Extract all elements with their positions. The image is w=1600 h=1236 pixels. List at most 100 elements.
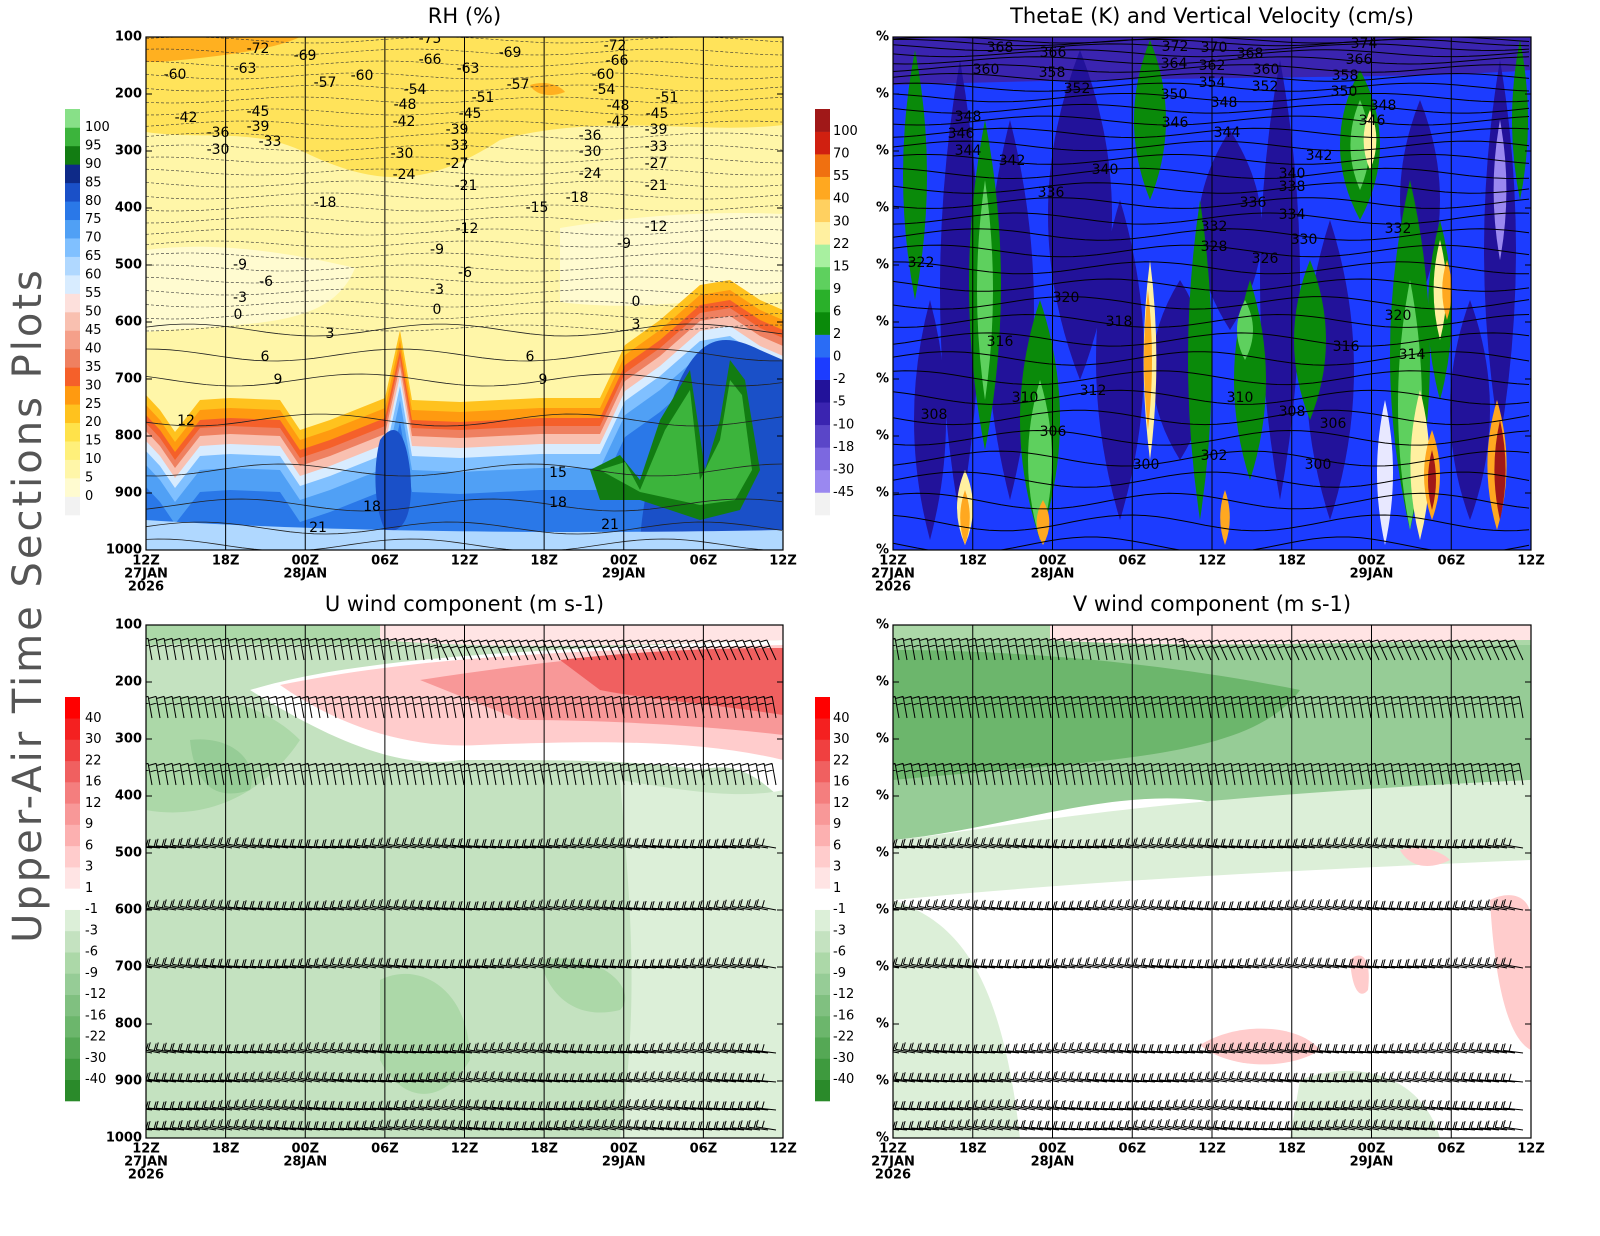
colorbar-label: 15 bbox=[833, 259, 850, 274]
contour-label: 364 bbox=[1161, 56, 1188, 72]
colorbar-swatch bbox=[815, 266, 830, 290]
contour-line bbox=[146, 240, 783, 248]
colorbar-label: 70 bbox=[833, 147, 850, 162]
contour-label: -39 bbox=[247, 119, 270, 135]
colorbar-label: 22 bbox=[85, 753, 102, 768]
contour-label: -54 bbox=[404, 82, 427, 98]
wind-barbs bbox=[146, 1042, 777, 1054]
x-tick-label: 12Z bbox=[769, 554, 797, 569]
contour-label: 320 bbox=[1385, 308, 1412, 324]
contour-line bbox=[893, 313, 1530, 328]
contour-line bbox=[893, 492, 1530, 510]
contour-line bbox=[893, 115, 1530, 126]
colorbar-swatch bbox=[65, 164, 80, 184]
colorbar-label: 9 bbox=[85, 817, 93, 832]
contour-label: -72 bbox=[247, 41, 270, 57]
field-area bbox=[1410, 390, 1430, 540]
panel-title: U wind component (m s-1) bbox=[325, 592, 604, 616]
colorbar-label: 12 bbox=[85, 796, 102, 811]
contour-line bbox=[893, 72, 1530, 82]
colorbar-swatch bbox=[815, 244, 830, 268]
contour-line bbox=[146, 108, 783, 116]
contour-label: -51 bbox=[472, 90, 495, 106]
colorbar-label: -6 bbox=[85, 945, 98, 960]
contour-label: 0 bbox=[433, 302, 442, 318]
contour-label: 308 bbox=[921, 407, 948, 423]
contour-label: -15 bbox=[526, 200, 549, 216]
contour-line bbox=[146, 264, 783, 272]
colorbar-label: 30 bbox=[833, 214, 850, 229]
contour-label: 360 bbox=[973, 62, 1000, 78]
field-area bbox=[1134, 40, 1166, 200]
contour-label: -51 bbox=[656, 90, 679, 106]
colorbar-swatch bbox=[65, 312, 80, 331]
x-date-label: 29JAN bbox=[602, 567, 646, 582]
contour-line bbox=[146, 156, 783, 164]
colorbar-label: -30 bbox=[85, 1051, 106, 1066]
y-tick-label: 700 bbox=[115, 960, 142, 975]
contour-label: 21 bbox=[309, 520, 327, 536]
colorbar-swatch bbox=[65, 760, 80, 783]
x-year-label: 2026 bbox=[128, 580, 164, 595]
colorbar-swatch bbox=[65, 697, 80, 719]
y-tick-label: 800 bbox=[115, 1017, 142, 1032]
colorbar-label: 1 bbox=[85, 881, 93, 896]
x-tick-label: 12Z bbox=[451, 1142, 479, 1157]
y-tick-label: 200 bbox=[115, 675, 142, 690]
colorbar-swatch bbox=[815, 379, 830, 403]
colorbar-label: -10 bbox=[833, 417, 854, 432]
contour-label: -75 bbox=[419, 31, 442, 47]
wind-barbs bbox=[146, 1119, 777, 1131]
y-tick-label: % bbox=[876, 315, 889, 330]
field-area bbox=[1198, 130, 1262, 330]
colorbar-label: -3 bbox=[833, 923, 846, 938]
contour-label: -3 bbox=[233, 290, 247, 306]
colorbar-label: 1 bbox=[833, 881, 841, 896]
field-area bbox=[375, 430, 411, 531]
contour-label: 18 bbox=[363, 499, 381, 515]
field-area bbox=[600, 380, 752, 505]
colorbar-swatch bbox=[65, 385, 80, 405]
colorbar-swatch bbox=[65, 1079, 80, 1102]
colorbar-label: 55 bbox=[833, 169, 850, 184]
colorbar-swatch bbox=[815, 760, 830, 783]
contour-line bbox=[893, 43, 1530, 52]
field-area bbox=[1512, 40, 1528, 200]
wind-barbs bbox=[893, 762, 1524, 786]
y-tick-label: % bbox=[876, 144, 889, 159]
contour-label: -42 bbox=[393, 114, 416, 130]
x-tick-label: 18Z bbox=[530, 554, 558, 569]
contour-line bbox=[893, 409, 1530, 426]
y-tick-label: % bbox=[876, 960, 889, 975]
x-date-label: 28JAN bbox=[283, 1155, 327, 1170]
panel-title: ThetaE (K) and Vertical Velocity (cm/s) bbox=[1009, 4, 1414, 28]
colorbar-swatch bbox=[65, 824, 80, 847]
contour-line bbox=[893, 471, 1530, 488]
field-area bbox=[530, 82, 565, 96]
contour-label: 15 bbox=[549, 465, 567, 481]
contour-line bbox=[893, 429, 1530, 446]
contour-label: 316 bbox=[987, 334, 1014, 350]
field-area bbox=[1294, 260, 1326, 420]
x-tick-label: 00Z bbox=[1039, 1142, 1067, 1157]
contour-label: -36 bbox=[579, 128, 602, 144]
colorbar-label: 0 bbox=[833, 350, 841, 365]
field-area bbox=[1377, 400, 1393, 545]
colorbar-label: -40 bbox=[85, 1072, 106, 1087]
contour-line bbox=[146, 300, 783, 308]
colorbar-label: -9 bbox=[85, 966, 98, 981]
plot-frame bbox=[145, 36, 784, 551]
contour-line bbox=[893, 332, 1530, 347]
contour-line bbox=[893, 450, 1530, 467]
contour-label: 0 bbox=[234, 307, 243, 323]
x-tick-label: 18Z bbox=[212, 1142, 240, 1157]
colorbar-swatch bbox=[65, 845, 80, 868]
colorbar-swatch bbox=[815, 867, 830, 889]
contour-label: -42 bbox=[607, 114, 630, 130]
contour-label: -45 bbox=[459, 106, 482, 122]
contour-line bbox=[893, 278, 1530, 292]
contour-line bbox=[146, 60, 783, 68]
colorbar-label: -1 bbox=[85, 902, 98, 917]
field-area bbox=[893, 900, 1020, 1138]
field-area bbox=[540, 958, 626, 1013]
